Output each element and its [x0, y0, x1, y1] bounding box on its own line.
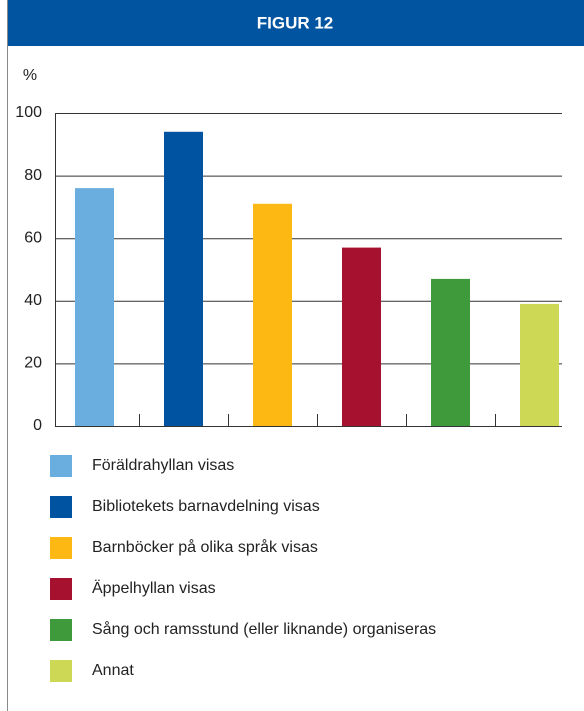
- header-band: [7, 0, 584, 46]
- legend-swatch: [50, 496, 72, 518]
- legend-swatch: [50, 619, 72, 641]
- legend-swatch: [50, 578, 72, 600]
- legend-swatch: [50, 537, 72, 559]
- bar: [253, 203, 292, 426]
- y-tick-label: 40: [24, 292, 42, 309]
- chart-title: FIGUR 12: [257, 13, 334, 32]
- bar: [520, 303, 559, 426]
- y-tick-label: 0: [33, 417, 42, 434]
- bar: [431, 278, 470, 426]
- legend-label: Annat: [92, 662, 134, 679]
- y-axis-label: %: [23, 67, 37, 84]
- legend-label: Bibliotekets barnavdelning visas: [92, 498, 320, 515]
- bar: [342, 247, 381, 426]
- legend-label: Sång och ramsstund (eller liknande) orga…: [92, 620, 436, 638]
- bar: [164, 131, 203, 426]
- legend-label: Äppelhyllan visas: [92, 579, 216, 597]
- y-tick-label: 60: [24, 229, 42, 246]
- y-tick-label: 100: [15, 104, 42, 121]
- y-tick-label: 20: [24, 355, 42, 372]
- legend-swatch: [50, 455, 72, 477]
- y-tick-label: 80: [24, 167, 42, 184]
- legend-label: Barnböcker på olika språk visas: [92, 538, 318, 556]
- legend-swatch: [50, 660, 72, 682]
- bar: [75, 188, 114, 426]
- legend-label: Föräldrahyllan visas: [92, 457, 234, 474]
